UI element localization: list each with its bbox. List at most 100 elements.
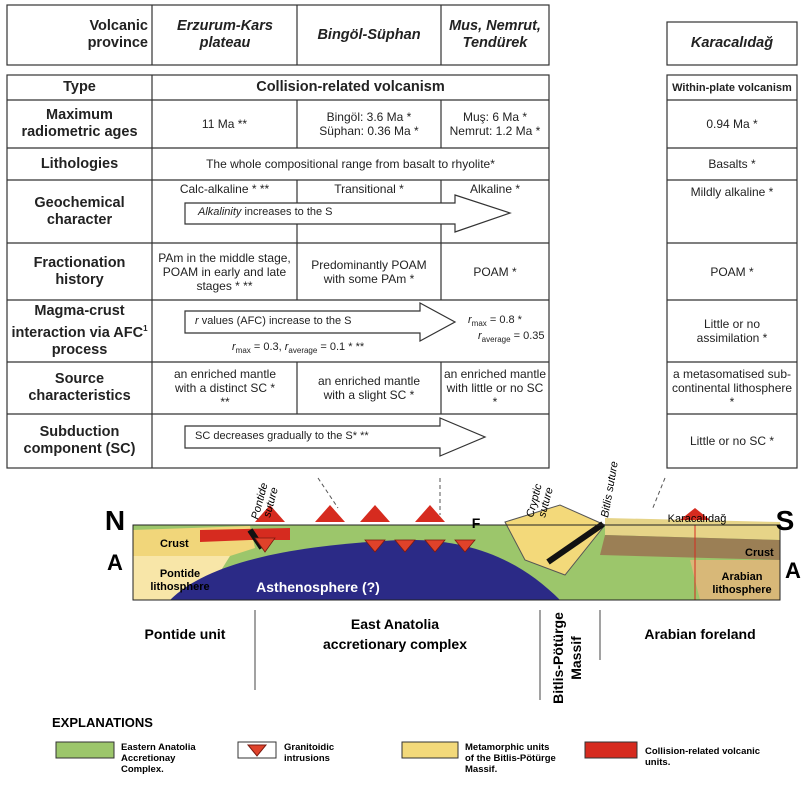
arrow-text: r values (AFC) increase to the S [195, 315, 352, 327]
arrow [184, 194, 512, 233]
legend-text: Massif. [465, 764, 497, 775]
arrow-text-rest: increases to the S [241, 206, 333, 218]
volcanic-cones [255, 505, 710, 522]
cell: PAm in the middle stage, POAM in early a… [158, 250, 291, 293]
note-part: r [284, 341, 289, 353]
legend-swatch [584, 741, 638, 759]
arabian-cover [605, 518, 780, 540]
legend-text: Eastern Anatolia [121, 742, 196, 753]
crust-label: Crust [160, 538, 189, 550]
arrow [184, 417, 487, 457]
label-text: Magma-crust interaction via AFC1 process [9, 303, 150, 359]
body-box [6, 74, 550, 469]
legend-icon [246, 744, 268, 757]
arrow [184, 301, 457, 343]
row-label: Lithologies [40, 155, 119, 172]
cone [360, 505, 390, 522]
subduction-slab [546, 521, 605, 565]
crust-label: Crust [745, 547, 774, 559]
header-corner: Volcanic province [87, 18, 148, 51]
volcanic-unit [200, 528, 290, 542]
arrow-text-italic: r [195, 315, 199, 327]
intrusions [254, 537, 476, 553]
cell-line: Nemrut: 1.2 Ma * [449, 124, 541, 138]
cell: Little or no assimilation * [696, 317, 768, 345]
legend-text: Metamorphic units [465, 742, 549, 753]
cell: POAM * [473, 264, 517, 279]
arabian-lithosphere [690, 560, 780, 600]
cell: an enriched mantle with a distinct SC * … [173, 367, 277, 409]
asthenosphere-label: Asthenosphere (?) [256, 579, 380, 595]
note-part: = 0.1 * ** [317, 341, 365, 353]
table-lines [6, 4, 798, 469]
cell: Alkaline * [469, 182, 521, 196]
row-label: Fractionation history [33, 254, 126, 288]
cell: an enriched mantle with little or no SC … [443, 367, 547, 409]
note-part: r [478, 330, 482, 342]
unit-label: Bitlis-Pötürge [550, 612, 566, 704]
column-header: Erzurum-Kars plateau [177, 18, 273, 51]
label-sup: 1 [143, 324, 148, 334]
unit-divider [254, 610, 601, 700]
arrow-text: SC decreases gradually to the S* ** [195, 430, 369, 442]
section-outline [132, 524, 781, 601]
row-label: Source characteristics [28, 371, 131, 404]
arrows [184, 194, 512, 457]
note-sub: average [481, 335, 511, 345]
lithosphere-label: lithosphere [712, 584, 771, 596]
note: rmax = 0.8 * [468, 314, 522, 328]
unit-labels: Pontide unit East Anatolia accretionary … [145, 612, 756, 704]
cell: Predominantly POAM with some PAm * [311, 257, 427, 286]
cell-line: Süphan: 0.36 Ma * [319, 124, 419, 138]
unit-label: Arabian foreland [644, 626, 755, 642]
legend-text: Collision-related volcanic [645, 746, 760, 757]
intrusion [454, 539, 476, 553]
asthenosphere [170, 539, 560, 600]
unit-label: Pontide unit [145, 626, 226, 642]
legend-texts: Eastern Anatolia Accretionay Complex. Gr… [121, 742, 760, 775]
label-part: Magma-crust interaction via AFC [11, 303, 144, 341]
cone [315, 505, 345, 522]
locality-label: Karacalıdağ [668, 513, 727, 525]
legend-text: of the Bitlis-Pötürge [465, 753, 556, 764]
cell: Mildly alkaline * [690, 185, 774, 199]
intrusion [424, 539, 446, 553]
note-sub: average [288, 346, 318, 356]
cross-section: N A S A Crust Pontide lithosphere Asthen… [52, 460, 801, 775]
unit-label: accretionary complex [323, 636, 467, 652]
note-part: r [468, 314, 472, 326]
unit-label: Massif [568, 636, 584, 680]
cone [255, 505, 285, 522]
row-label: Magma-crust interaction via AFC1 process [9, 300, 150, 362]
north-label: N [105, 505, 125, 536]
cell: Collision-related volcanism [256, 79, 445, 95]
cell-line: Bingöl: 3.6 Ma * [326, 110, 412, 124]
note: raverage = 0.35 [478, 330, 545, 344]
section-label: A [785, 558, 801, 583]
cell: an enriched mantle with a slight SC * [317, 374, 421, 402]
cell: 11 Ma ** [201, 117, 248, 131]
note-sub: max [235, 346, 251, 356]
intrusion [394, 539, 416, 553]
guide-line [317, 477, 666, 515]
note-part: r [232, 341, 236, 353]
intrusion [364, 539, 386, 553]
right-header-box [666, 21, 798, 66]
arrow-text: Alkalinity increases to the S [198, 206, 333, 218]
note-part: = 0.35 [510, 330, 545, 342]
cell: 0.94 Ma * [706, 117, 758, 131]
row-label: Maximum radiometric ages [21, 107, 138, 140]
lithosphere-label: lithosphere [150, 581, 209, 593]
legend-swatch [401, 741, 459, 759]
column-header: Karacalıdağ [690, 35, 774, 51]
column-header: Bingöl-Süphan [317, 26, 421, 43]
cell-line: Muş: 6 Ma * [462, 110, 528, 124]
fault-label: F [472, 515, 481, 531]
legend-text: units. [645, 757, 670, 768]
cell: Little or no SC * [689, 434, 775, 448]
cell: The whole compositional range from basal… [206, 157, 495, 171]
note-sub: max [471, 319, 487, 329]
cell: Basalts * [708, 157, 756, 171]
column-header: Mus, Nemrut, Tendürek [449, 18, 541, 51]
